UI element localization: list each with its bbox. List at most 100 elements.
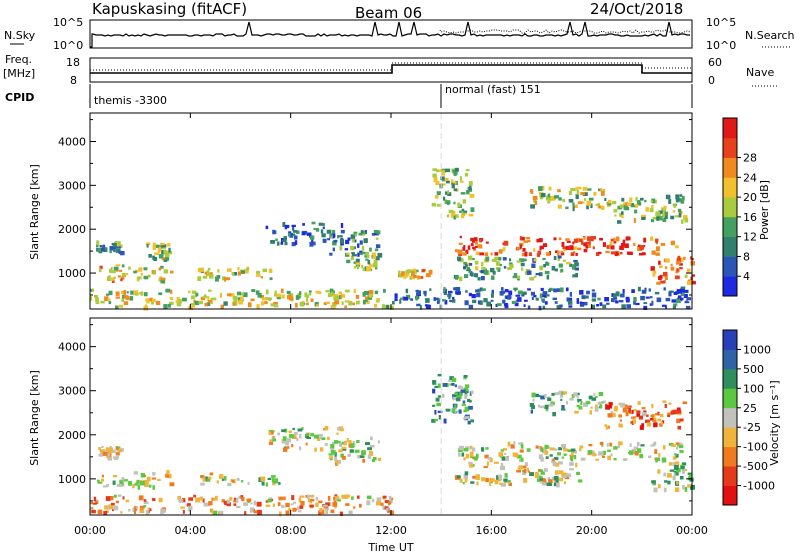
heatmap-cell	[240, 292, 244, 296]
heatmap-cell	[456, 475, 461, 479]
heatmap-cell	[539, 478, 545, 481]
heatmap-cell	[677, 442, 683, 446]
heatmap-cell	[596, 304, 599, 307]
heatmap-cell	[491, 275, 495, 280]
heatmap-cell	[380, 502, 384, 506]
heatmap-cell	[537, 250, 542, 255]
heatmap-cell	[514, 302, 519, 307]
heatmap-cell	[377, 440, 380, 444]
heatmap-cell	[364, 296, 368, 300]
heatmap-cell	[674, 453, 677, 456]
heatmap-cell	[565, 287, 569, 292]
heatmap-cell	[108, 300, 112, 305]
heatmap-cell	[533, 248, 536, 252]
heatmap-cell	[558, 390, 562, 395]
heatmap-cell	[527, 239, 531, 243]
heatmap-cell	[562, 198, 566, 203]
heatmap-cell	[177, 495, 181, 501]
heatmap-cell	[613, 241, 617, 244]
heatmap-cell	[133, 471, 138, 475]
heatmap-cell	[432, 173, 437, 178]
heatmap-cell	[553, 456, 559, 461]
heatmap-cell	[108, 275, 111, 280]
heatmap-cell	[126, 291, 129, 294]
heatmap-cell	[557, 189, 561, 193]
heatmap-cell	[362, 268, 366, 271]
heatmap-cell	[202, 275, 208, 279]
heatmap-cell	[653, 487, 658, 493]
heatmap-cell	[310, 433, 315, 437]
heatmap-cell	[524, 462, 528, 467]
heatmap-cell	[635, 197, 638, 202]
heatmap-cell	[477, 288, 481, 293]
heatmap-cell	[444, 299, 448, 305]
heatmap-cell	[641, 407, 646, 410]
heatmap-cell	[681, 291, 685, 296]
heatmap-cell	[463, 210, 468, 213]
heatmap-cell	[339, 238, 344, 244]
velocity-frame	[89, 317, 693, 516]
heatmap-cell	[200, 475, 205, 479]
heatmap-cell	[662, 213, 665, 218]
heatmap-cell	[599, 452, 604, 456]
heatmap-cell	[499, 482, 502, 486]
heatmap-cell	[437, 395, 442, 398]
heatmap-cell	[107, 455, 110, 459]
heatmap-cell	[256, 270, 261, 275]
heatmap-cell	[477, 277, 481, 281]
heatmap-cell	[232, 301, 236, 306]
heatmap-cell	[302, 223, 305, 226]
colorbar-segment	[723, 216, 737, 238]
heatmap-cell	[626, 236, 630, 240]
heatmap-cell	[680, 199, 685, 204]
heatmap-cell	[375, 266, 378, 270]
heatmap-cell	[588, 197, 594, 201]
heatmap-cell	[618, 414, 622, 418]
heatmap-cell	[149, 297, 153, 302]
heatmap-cell	[308, 292, 312, 296]
heatmap-cell	[676, 418, 681, 424]
heatmap-cell	[95, 302, 100, 305]
heatmap-cell	[274, 293, 277, 297]
heatmap-cell	[651, 404, 654, 409]
heatmap-cell	[503, 266, 507, 269]
heatmap-cell	[663, 215, 668, 219]
heatmap-cell	[467, 420, 471, 425]
heatmap-cell	[540, 481, 545, 484]
heatmap-cell	[297, 428, 303, 432]
heatmap-cell	[571, 394, 575, 398]
heatmap-cell	[271, 475, 276, 478]
heatmap-cell	[235, 497, 239, 502]
nsearch-trace	[439, 29, 691, 34]
heatmap-cell	[517, 290, 523, 295]
heatmap-cell	[471, 447, 476, 452]
colorbar-tick-label: 8	[743, 250, 750, 263]
heatmap-cell	[299, 291, 302, 296]
heatmap-cell	[274, 230, 277, 234]
heatmap-cell	[398, 270, 401, 274]
heatmap-cell	[220, 304, 224, 310]
heatmap-cell	[558, 461, 563, 465]
heatmap-cell	[617, 220, 622, 224]
heatmap-cell	[365, 252, 369, 256]
heatmap-cell	[392, 301, 395, 305]
heatmap-cell	[382, 505, 386, 510]
colorbar-segment	[723, 446, 737, 467]
heatmap-cell	[462, 482, 465, 485]
heatmap-cell	[346, 259, 351, 264]
heatmap-cell	[401, 271, 406, 276]
heatmap-cell	[517, 297, 522, 302]
heatmap-cell	[473, 458, 478, 460]
heatmap-cell	[662, 445, 666, 450]
heatmap-cell	[519, 449, 524, 453]
heatmap-cell	[495, 303, 498, 307]
heatmap-cell	[376, 501, 381, 506]
heatmap-cell	[545, 456, 549, 459]
heatmap-cell	[615, 291, 620, 297]
heatmap-cell	[620, 293, 625, 298]
heatmap-cell	[684, 301, 690, 304]
heatmap-cell	[502, 257, 507, 261]
heatmap-cell	[405, 269, 410, 274]
heatmap-cell	[152, 485, 155, 490]
heatmap-cell	[555, 477, 559, 483]
